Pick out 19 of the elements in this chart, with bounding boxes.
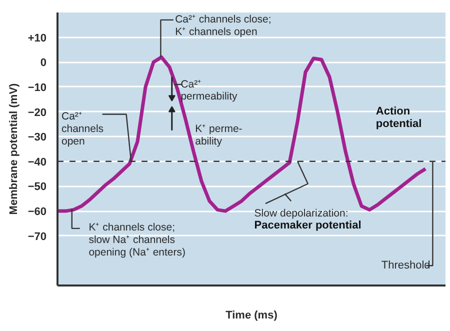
y-tick-label: +10 [28, 32, 47, 44]
y-tick-label: −20 [28, 106, 47, 119]
annotation: Ca²⁺ permeability [180, 78, 238, 103]
y-axis-title: Membrane potential (mV) [8, 82, 20, 215]
annotation: Action potential [376, 106, 422, 130]
ref-line-label: Threshold [381, 260, 430, 272]
annotation: Slow depolarization: Pacemaker potential [254, 207, 362, 232]
y-tick-label: −50 [28, 181, 47, 194]
y-tick-label: −60 [28, 206, 47, 218]
y-tick-label: −40 [28, 156, 47, 168]
annotation: Ca²⁺ channels open [62, 110, 104, 148]
y-tick-label: −10 [28, 82, 47, 94]
annotation: Ca²⁺ channels close; K⁺ channels open [175, 14, 272, 38]
annotation: K⁺ channels close; slow Na⁺ channels opening (Na⁺ enters) [88, 221, 186, 258]
y-tick-label: −70 [28, 230, 47, 243]
y-tick-label: −30 [28, 132, 47, 144]
x-axis-title: Time (ms) [226, 310, 278, 322]
annotation: K⁺ perme- ability [195, 122, 243, 148]
y-tick-label: 0 [40, 57, 47, 70]
